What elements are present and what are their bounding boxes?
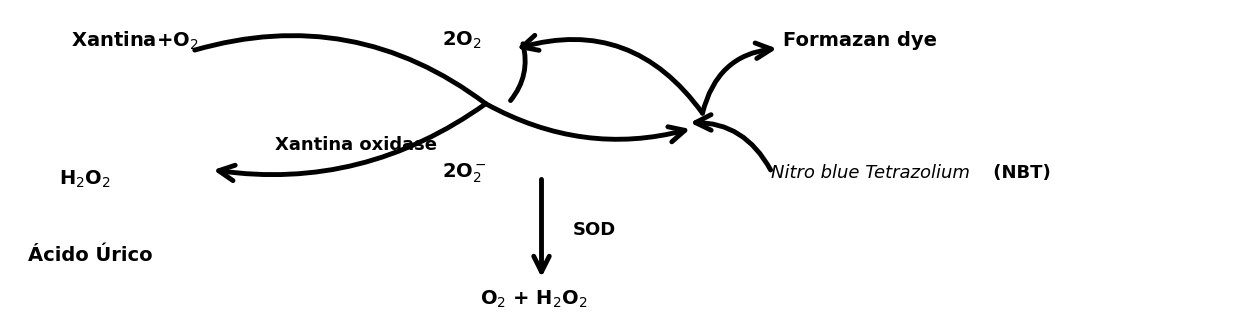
Text: SOD: SOD — [572, 221, 616, 239]
Text: H$_2$O$_2$: H$_2$O$_2$ — [58, 169, 111, 190]
Text: 2O$_2$: 2O$_2$ — [443, 30, 481, 51]
Text: Ácido Úrico: Ácido Úrico — [27, 246, 152, 265]
Text: Xantina+O$_2$: Xantina+O$_2$ — [71, 30, 198, 52]
Text: Nitro blue Tetrazolium: Nitro blue Tetrazolium — [770, 164, 969, 182]
Text: (NBT): (NBT) — [988, 164, 1051, 182]
Text: O$_2$ + H$_2$O$_2$: O$_2$ + H$_2$O$_2$ — [480, 289, 587, 310]
Text: Formazan dye: Formazan dye — [782, 31, 937, 50]
Text: Xantina oxidase: Xantina oxidase — [275, 136, 437, 154]
Text: 2O$_2^-$: 2O$_2^-$ — [443, 161, 488, 185]
